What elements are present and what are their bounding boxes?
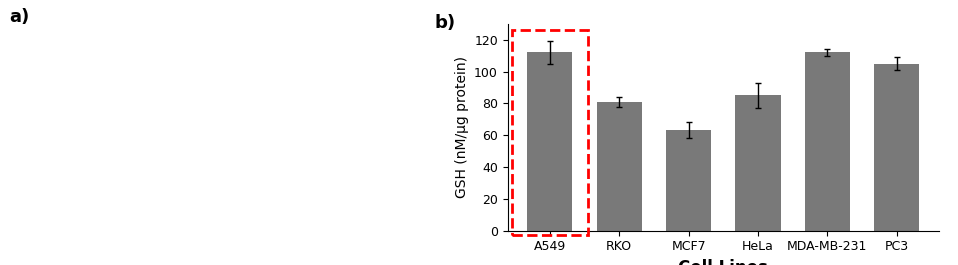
Bar [874,64,920,231]
Bar [736,95,781,231]
Text: b): b) [434,14,456,32]
Bar [666,130,711,231]
Text: a): a) [10,8,30,26]
Bar [513,30,587,235]
Bar [597,102,642,231]
X-axis label: Cell Lines: Cell Lines [678,259,768,265]
Bar [527,52,573,231]
Y-axis label: GSH (nM/μg protein): GSH (nM/μg protein) [455,56,468,198]
Bar [805,52,850,231]
